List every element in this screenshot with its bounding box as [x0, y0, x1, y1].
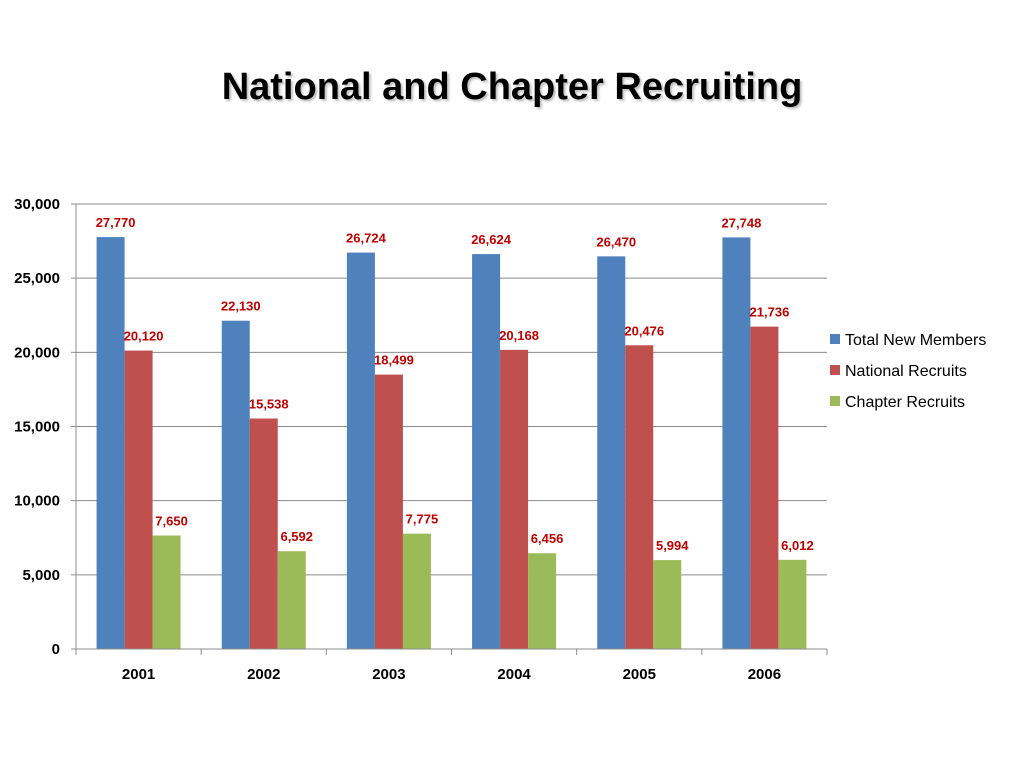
x-tick-label: 2003	[372, 666, 405, 683]
legend: Total New Members National Recruits Chapte…	[830, 332, 986, 411]
y-tick-label: 30,000	[14, 196, 60, 213]
data-label: 26,624	[471, 232, 512, 247]
data-label: 6,592	[280, 529, 313, 544]
legend-label: Chapter Recruits	[845, 394, 965, 411]
x-tick-label: 2005	[623, 666, 656, 683]
bar	[221, 320, 250, 649]
bar	[528, 553, 557, 649]
data-label: 22,130	[221, 299, 261, 314]
y-tick-label: 0	[52, 641, 60, 658]
bar	[277, 551, 306, 649]
data-label: 20,168	[499, 328, 539, 343]
bars	[96, 237, 807, 649]
slide-title: National and Chapter Recruiting	[221, 66, 803, 108]
x-axis-tick-labels: 2001 2002 2003 2004 2005 2006	[122, 666, 781, 683]
data-label: 6,012	[781, 538, 814, 553]
y-tick-label: 15,000	[14, 419, 60, 436]
data-label: 26,724	[346, 231, 387, 246]
legend-label: Total New Members	[845, 332, 986, 349]
data-label: 21,736	[750, 305, 790, 320]
data-label: 18,499	[374, 353, 414, 368]
data-label: 26,470	[596, 234, 636, 249]
data-labels: 27,770 22,130 26,724 26,624 26,470 27,748 20,1…	[96, 215, 814, 553]
bar	[374, 374, 403, 649]
x-tick-label: 2006	[748, 666, 781, 683]
bar	[152, 535, 181, 649]
bar	[500, 349, 529, 649]
bar	[653, 560, 682, 649]
x-tick-label: 2002	[247, 666, 280, 683]
data-label: 7,775	[406, 512, 439, 527]
data-label: 6,456	[531, 531, 564, 546]
data-label: 7,650	[155, 514, 188, 529]
legend-swatch	[830, 334, 840, 344]
legend-label: National Recruits	[845, 363, 967, 380]
bar	[750, 326, 779, 649]
y-tick-label: 5,000	[22, 567, 60, 584]
data-label: 20,476	[624, 323, 664, 338]
bar	[402, 533, 431, 649]
bar	[472, 254, 501, 649]
bar	[625, 345, 654, 649]
gridlines	[76, 203, 827, 576]
bar	[597, 256, 626, 649]
bar	[124, 350, 153, 649]
x-tick-label: 2004	[497, 666, 531, 683]
data-label: 27,748	[722, 215, 762, 230]
legend-swatch	[830, 396, 840, 406]
axes	[71, 203, 828, 655]
legend-swatch	[830, 365, 840, 375]
x-tick-label: 2001	[122, 666, 155, 683]
bar	[249, 418, 278, 649]
bar	[722, 237, 751, 649]
data-label: 20,120	[124, 329, 164, 344]
data-label: 5,994	[656, 538, 689, 553]
y-tick-label: 10,000	[14, 493, 60, 510]
y-tick-label: 20,000	[14, 344, 60, 361]
bar	[346, 252, 375, 649]
bar	[778, 559, 807, 649]
data-label: 27,770	[96, 215, 136, 230]
data-label: 15,538	[249, 397, 289, 412]
bar	[96, 237, 125, 649]
y-axis-tick-labels: 0 5,000 10,000 15,000 20,000 25,000 30,000	[14, 196, 60, 658]
y-tick-label: 25,000	[14, 270, 60, 287]
